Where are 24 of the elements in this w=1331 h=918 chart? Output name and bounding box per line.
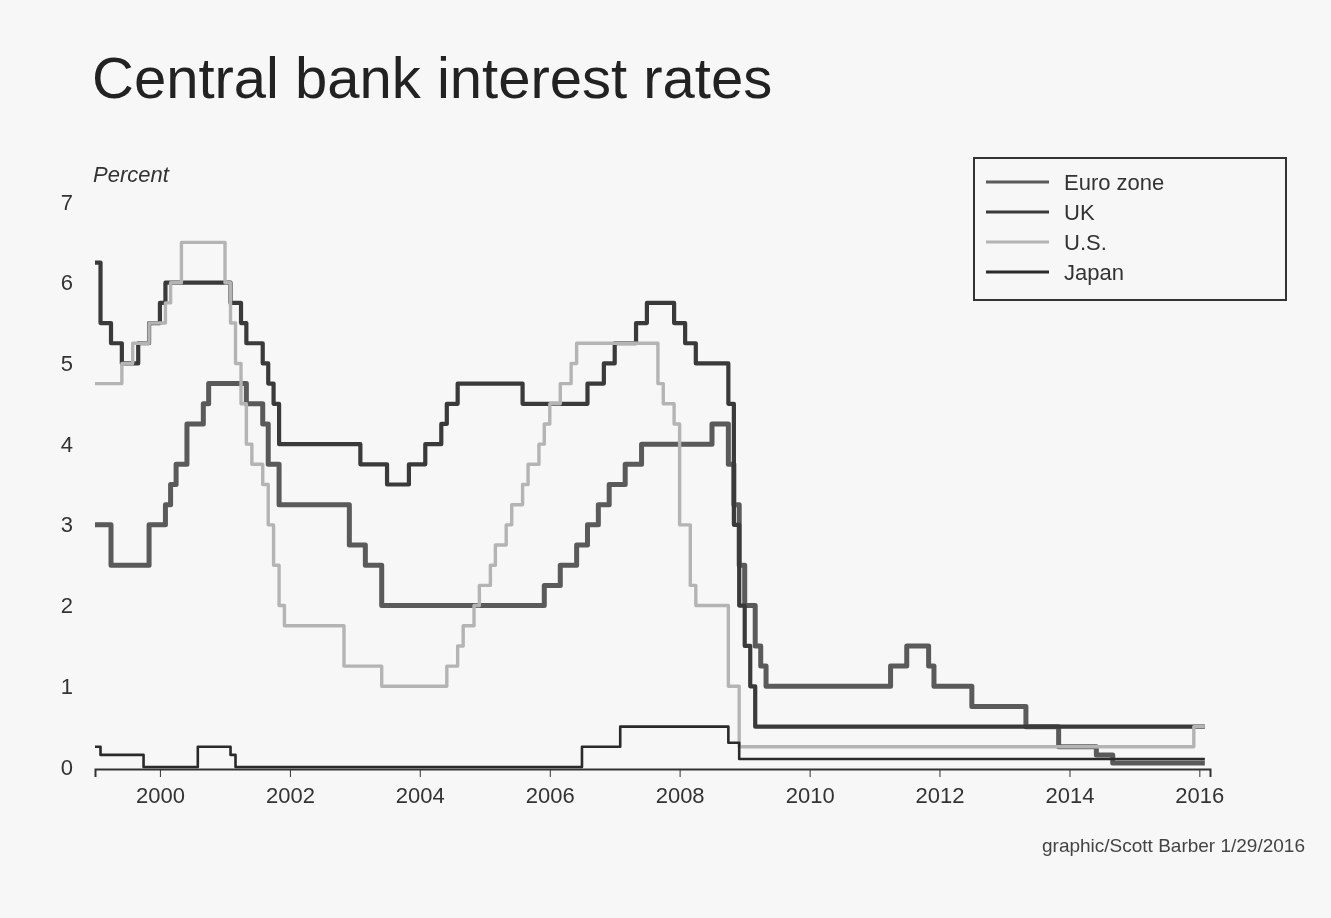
legend-label: UK — [1064, 200, 1095, 225]
x-tick-label: 2012 — [915, 782, 965, 808]
y-tick-label: 6 — [60, 270, 73, 296]
y-tick-label: 3 — [60, 512, 73, 538]
y-tick-label: 2 — [60, 593, 73, 619]
text: graphic/Scott Barber 1/29/2016 — [1041, 835, 1305, 856]
x-tick-label: 2000 — [135, 782, 185, 808]
y-tick-label: 5 — [60, 350, 73, 376]
legend-label: Japan — [1064, 260, 1124, 285]
chart-title: Central bank interest rates — [92, 45, 773, 110]
y-tick-label: 4 — [60, 431, 73, 457]
y-tick-label: 1 — [60, 673, 73, 699]
x-tick-label: 2010 — [785, 782, 835, 808]
y-tick-label: 7 — [60, 189, 73, 215]
x-tick-label: 2014 — [1045, 782, 1095, 808]
x-tick-label: 2008 — [655, 782, 705, 808]
legend-label: Euro zone — [1064, 170, 1165, 195]
x-tick-label: 2016 — [1175, 782, 1225, 808]
legend-label: U.S. — [1064, 230, 1107, 255]
x-tick-label: 2004 — [395, 782, 445, 808]
x-tick-label: 2006 — [525, 782, 575, 808]
x-tick-label: 2002 — [265, 782, 315, 808]
y-tick-label: 0 — [60, 754, 73, 780]
y-axis-title: Percent — [93, 162, 170, 187]
